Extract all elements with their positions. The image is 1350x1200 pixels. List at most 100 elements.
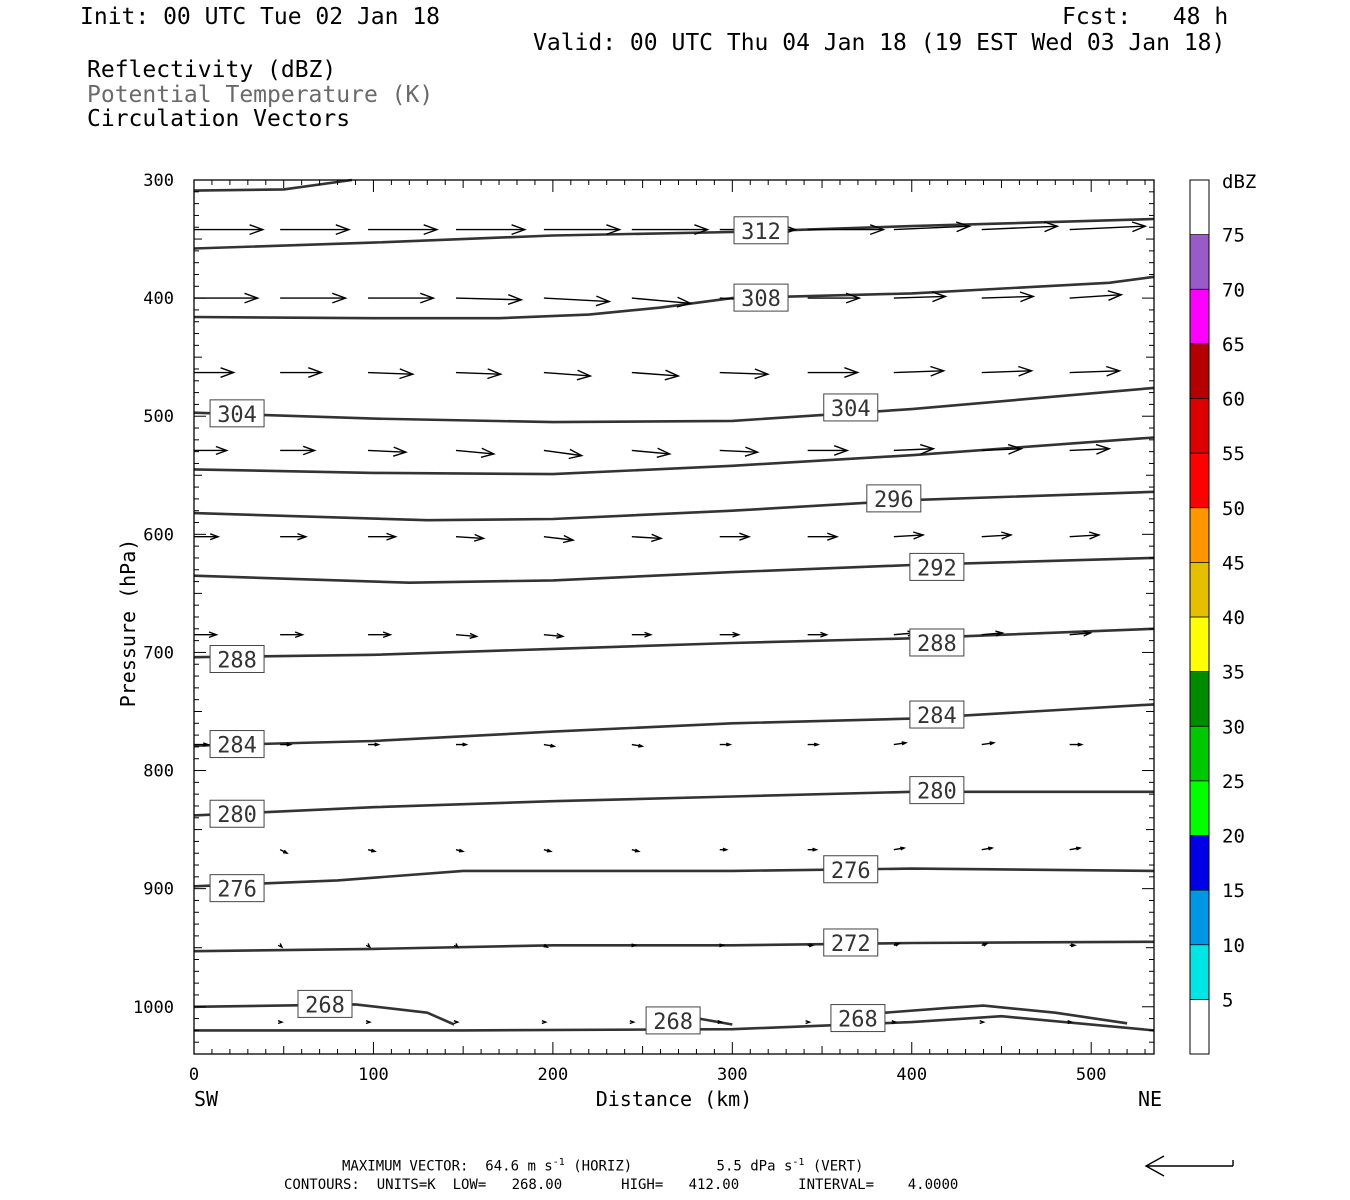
y-tick-label: 300 — [143, 171, 174, 191]
colorbar-segment — [1190, 726, 1209, 782]
isentrope-label-292: 292 — [917, 556, 957, 581]
forecast-hour: Fcst: 48 h — [1062, 4, 1229, 30]
circulation-vector-head — [546, 848, 553, 853]
circulation-vector — [981, 295, 1034, 299]
colorbar-segment — [1190, 398, 1209, 454]
colorbar-segment — [1190, 780, 1209, 836]
circulation-vector-head — [469, 632, 479, 639]
colorbar-segment — [1190, 944, 1209, 1000]
colorbar-segment — [1190, 835, 1209, 891]
circulation-vector-head — [335, 224, 351, 236]
circulation-vector — [455, 535, 484, 540]
circulation-vector-head — [370, 848, 377, 853]
y-tick-label: 1000 — [133, 998, 174, 1018]
colorbar-label: 25 — [1222, 771, 1245, 793]
circulation-vector-head — [891, 1020, 898, 1025]
circulation-vector-head — [568, 448, 584, 460]
circulation-vector-head — [392, 446, 408, 457]
circulation-vector-head — [719, 943, 726, 948]
circulation-vector — [1069, 632, 1091, 636]
isentrope-label-box-276 — [823, 855, 879, 884]
isentrope-268 — [193, 1003, 455, 1026]
horiz-exponent: -1 — [552, 1157, 565, 1168]
circulation-vector-head — [556, 632, 565, 639]
circulation-vector-head — [487, 368, 503, 380]
circulation-vector-head — [722, 847, 729, 852]
circulation-vector-head — [931, 291, 948, 303]
circulation-vector — [368, 371, 413, 375]
circulation-vector-head — [1000, 531, 1014, 540]
circulation-vector-head — [1070, 943, 1077, 948]
colorbar-label: 15 — [1222, 880, 1245, 902]
circulation-vector-head — [294, 631, 305, 639]
circulation-vector-head — [302, 445, 317, 456]
isentrope-label-box-312 — [733, 216, 789, 245]
x-tick-label: 500 — [1076, 1065, 1107, 1085]
max-vector-label: MAXIMUM VECTOR: — [342, 1158, 469, 1175]
isentrope-label-box-288 — [209, 645, 265, 674]
colorbar-label: 55 — [1222, 443, 1245, 465]
circulation-vector — [1069, 534, 1099, 538]
vert-exponent: -1 — [792, 1157, 805, 1168]
isentrope-label-box-288 — [909, 628, 965, 657]
circulation-vector — [455, 634, 477, 638]
circulation-vector-head — [277, 1020, 284, 1025]
isentrope-label-box-280 — [209, 799, 265, 828]
circulation-vector-head — [664, 369, 681, 381]
circulation-vector-head — [480, 447, 496, 458]
circulation-vector-head — [726, 742, 733, 747]
circulation-vector-head — [930, 365, 946, 377]
circulation-vector — [893, 448, 934, 452]
circulation-vector-head — [754, 368, 770, 380]
circulation-vector-head — [629, 1020, 636, 1025]
isentrope-label-276: 276 — [217, 878, 257, 903]
colorbar-label: 20 — [1222, 826, 1245, 848]
colorbar: 5 10 15 20 25 30 35 40 45 50 55 60 65 70 75 dBZ — [1189, 171, 1256, 1055]
colorbar-label: 75 — [1222, 225, 1245, 247]
circulation-vector-head — [955, 221, 972, 233]
circulation-vector-head — [374, 742, 381, 747]
field-circulation-vectors: Circulation Vectors — [87, 106, 351, 132]
isentrope-label-304: 304 — [217, 403, 257, 428]
circulation-vector-head — [511, 224, 527, 236]
circulation-vector-head — [562, 534, 576, 544]
x-tick-label: 400 — [896, 1065, 927, 1085]
circulation-vector-head — [474, 533, 486, 542]
isentrope-label-280: 280 — [917, 780, 957, 805]
circulation-vector — [893, 295, 946, 299]
circulation-vector-head — [365, 943, 372, 949]
circulation-vector-head — [386, 532, 398, 541]
y-tick-label: 800 — [143, 762, 174, 782]
circulation-vector — [719, 449, 758, 453]
circulation-vector-head — [676, 296, 693, 308]
colorbar-segment — [1190, 343, 1209, 399]
circulation-vector — [981, 632, 1003, 636]
colorbar-label: 70 — [1222, 279, 1245, 301]
x-tick-label: 100 — [358, 1065, 389, 1085]
isentrope-label-272: 272 — [831, 932, 871, 957]
circulation-vector-head — [1131, 221, 1148, 233]
colorbar-label: 50 — [1222, 498, 1245, 520]
circulation-vector-head — [900, 846, 907, 851]
isentrope-label-308: 308 — [741, 287, 781, 312]
circulation-vector — [893, 534, 924, 538]
colorbar-label: 60 — [1222, 389, 1245, 411]
isentrope-label-box-296 — [866, 484, 922, 513]
circulation-vector-head — [332, 292, 348, 304]
circulation-vector-head — [277, 943, 284, 949]
x-tick-label: 0 — [189, 1065, 199, 1085]
circulation-vector-head — [820, 631, 829, 638]
circulation-vector-head — [1095, 443, 1112, 455]
circulation-vector — [455, 297, 522, 301]
circulation-vector-head — [739, 532, 752, 541]
circulation-vector-head — [987, 846, 995, 851]
isentrope-label-box-280 — [909, 776, 965, 805]
isentrope-label-280: 280 — [217, 803, 257, 828]
vector-layer — [194, 221, 1148, 1025]
circulation-vector-head — [1088, 531, 1101, 540]
colorbar-label: 30 — [1222, 716, 1245, 738]
vert-tag: (VERT) — [812, 1158, 864, 1175]
circulation-vector-head — [982, 942, 989, 947]
circulation-vector — [893, 370, 944, 374]
isentrope-304 — [193, 386, 1155, 424]
